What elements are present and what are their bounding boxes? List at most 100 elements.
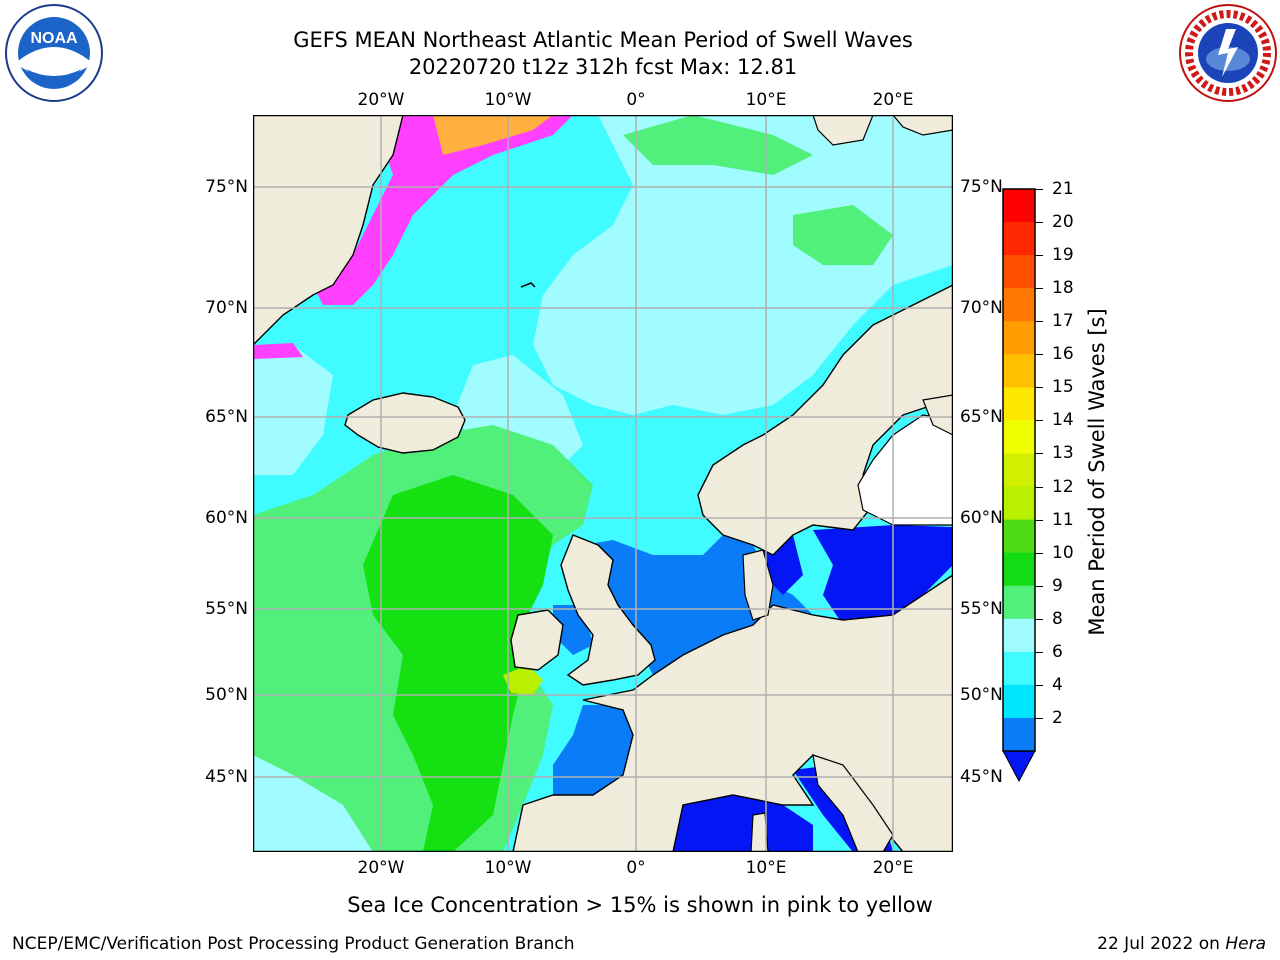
land-great-britain	[560, 534, 656, 686]
colorbar-tick-mark	[1035, 222, 1043, 224]
noaa-logo: NOAA	[5, 4, 103, 102]
lon-label-bottom: 10°E	[745, 858, 787, 878]
colorbar-tick-label: 6	[1052, 641, 1063, 662]
colorbar-tick-mark	[1035, 552, 1043, 554]
colorbar-band	[1003, 420, 1035, 454]
graticule	[253, 115, 953, 852]
colorbar-tick-mark	[1035, 717, 1043, 719]
lon-label-bottom: 20°W	[357, 858, 405, 878]
bright-green-region	[363, 475, 553, 852]
lat-label-right: 75°N	[960, 177, 1003, 197]
colorbar-band	[1003, 255, 1035, 289]
sea-ice-west	[253, 343, 303, 359]
colorbar-tick-label: 15	[1052, 377, 1074, 398]
colorbar-tick-mark	[1035, 684, 1043, 686]
lat-label-right: 65°N	[960, 407, 1003, 427]
colorbar-tick-label: 17	[1052, 311, 1074, 332]
blue-biscay	[553, 705, 633, 795]
colorbar-tick-mark	[1035, 519, 1043, 521]
colorbar-band	[1003, 288, 1035, 322]
colorbar-tick-mark	[1035, 651, 1043, 653]
colorbar-label: Mean Period of Swell Waves [s]	[1085, 308, 1109, 636]
colorbar-band	[1003, 321, 1035, 355]
lat-label-right: 60°N	[960, 508, 1003, 528]
yellow-green-patch	[503, 665, 543, 695]
colorbar-outline	[1002, 188, 1036, 752]
lat-label-right: 45°N	[960, 767, 1003, 787]
land-svalbard-east	[892, 115, 953, 136]
colorbar-tick-label: 13	[1052, 443, 1074, 464]
colorbar-tick-mark	[1035, 255, 1043, 257]
lat-label-left: 70°N	[205, 298, 248, 318]
lat-label-left: 50°N	[205, 685, 248, 705]
colorbar-tick-mark	[1035, 288, 1043, 290]
lon-label-top: 20°W	[357, 90, 405, 110]
colorbar-band	[1003, 618, 1035, 653]
colorbar-tick-label: 14	[1052, 410, 1074, 431]
colorbar-tick-label: 12	[1052, 476, 1074, 497]
land-svalbard	[812, 115, 874, 146]
colorbar-tick-label: 10	[1052, 542, 1074, 563]
colorbar-tick-mark	[1035, 387, 1043, 389]
colorbar-tick-label: 11	[1052, 509, 1074, 530]
colorbar-tick-mark	[1035, 585, 1043, 587]
footer-date-text: 22 Jul 2022 on	[1097, 934, 1226, 954]
lat-label-left: 45°N	[205, 767, 248, 787]
lat-label-right: 70°N	[960, 298, 1003, 318]
colorbar	[1002, 188, 1036, 783]
footer-date: 22 Jul 2022 on Hera	[1097, 934, 1266, 954]
land-iceland	[344, 392, 466, 454]
lon-label-top: 10°E	[745, 90, 787, 110]
map-subtitle: 20220720 t12z 312h fcst Max: 12.81	[408, 55, 798, 79]
sea-ice-greenland	[313, 115, 573, 305]
land-greenland	[253, 115, 404, 346]
colorbar-tick-mark	[1035, 486, 1043, 488]
lon-label-bottom: 0°	[626, 858, 646, 878]
colorbar-tick-mark	[1035, 354, 1043, 356]
light-cyan-west	[253, 345, 333, 475]
colorbar-band	[1003, 354, 1035, 388]
colorbar-band	[1003, 552, 1035, 587]
dark-blue-mediterranean	[673, 795, 813, 852]
colorbar-tick-label: 4	[1052, 674, 1063, 695]
colorbar-tick-mark	[1035, 453, 1043, 455]
land-sardinia	[750, 812, 769, 852]
sea-ice-caption: Sea Ice Concentration > 15% is shown in …	[347, 893, 933, 917]
colorbar-band	[1003, 585, 1035, 620]
colorbar-band	[1003, 651, 1035, 686]
lat-label-right: 55°N	[960, 599, 1003, 619]
colorbar-tick-label: 2	[1052, 707, 1063, 728]
colorbar-tick-mark	[1035, 321, 1043, 323]
colorbar-tick-label: 21	[1052, 179, 1074, 199]
colorbar-band	[1003, 453, 1035, 488]
colorbar-band	[1003, 717, 1035, 752]
colorbar-band	[1003, 684, 1035, 719]
light-cyan-region	[533, 115, 953, 415]
map-panel	[253, 115, 953, 852]
colorbar-extend-arrow	[1002, 750, 1036, 783]
sea-ice-orange	[433, 115, 553, 155]
colorbar-tick-label: 8	[1052, 608, 1063, 629]
footer-host: Hera	[1225, 934, 1266, 954]
lon-label-bottom: 10°W	[484, 858, 532, 878]
colorbar-tick-label: 18	[1052, 278, 1074, 299]
land-ireland	[510, 609, 564, 671]
lat-label-right: 50°N	[960, 685, 1003, 705]
colorbar-tick-label: 16	[1052, 344, 1074, 365]
map-border	[253, 115, 953, 852]
green-northeast-patch	[793, 205, 893, 265]
colorbar-band	[1003, 222, 1035, 256]
colorbar-band	[1003, 486, 1035, 521]
land-jan-mayen	[520, 282, 536, 288]
map-title: GEFS MEAN Northeast Atlantic Mean Period…	[293, 28, 913, 52]
colorbar-tick-label: 19	[1052, 245, 1074, 266]
lon-label-top: 10°W	[484, 90, 532, 110]
colorbar-band	[1003, 189, 1035, 223]
land-italy	[812, 754, 894, 852]
colorbar-tick-mark	[1035, 618, 1043, 620]
lon-label-top: 0°	[626, 90, 646, 110]
lat-label-left: 60°N	[205, 508, 248, 528]
land-scandinavia	[697, 284, 953, 556]
lon-label-top: 20°E	[872, 90, 914, 110]
nws-logo	[1179, 4, 1277, 102]
